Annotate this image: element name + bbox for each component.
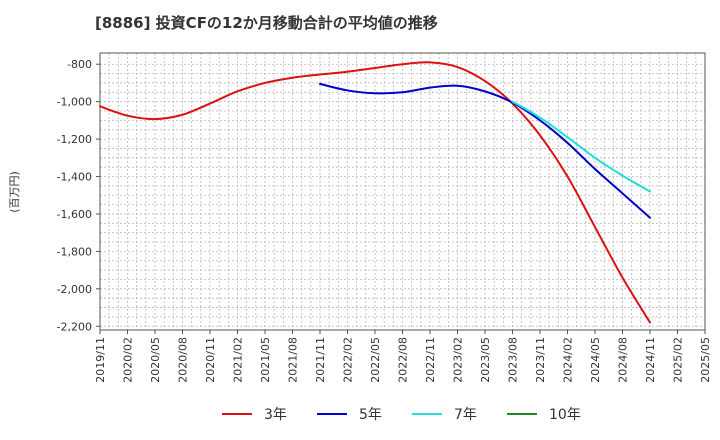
x-tick-label: 2022/08	[397, 337, 410, 383]
x-tick-label: 2020/02	[122, 337, 135, 383]
y-tick-label: -2,000	[57, 283, 92, 296]
x-tick-label: 2021/08	[287, 337, 300, 383]
x-tick-label: 2020/08	[177, 337, 190, 383]
y-tick-label: -1,400	[57, 171, 92, 184]
y-axis: -800 -1,000 -1,200 -1,400 -1,600 -1,800 -2,000…	[57, 58, 100, 333]
x-tick-label: 2020/11	[204, 337, 217, 383]
x-tick-label: 2022/11	[424, 337, 437, 383]
x-tick-label: 2021/11	[314, 337, 327, 383]
x-tick-label: 2021/02	[232, 337, 245, 383]
x-tick-label: 2019/11	[94, 337, 107, 383]
x-tick-label: 2022/05	[369, 337, 382, 383]
x-tick-label: 2023/05	[479, 337, 492, 383]
y-tick-label: -800	[67, 58, 92, 71]
series-line-2	[511, 100, 651, 193]
x-tick-label: 2023/08	[507, 337, 520, 383]
x-tick-label: 2020/05	[149, 337, 162, 383]
legend: 3年 5年 7年 10年	[222, 407, 581, 423]
series-line-0	[99, 61, 651, 324]
y-tick-label: -1,800	[57, 245, 92, 258]
grid	[99, 53, 705, 330]
series-line-1	[319, 82, 651, 219]
x-tick-label: 2023/02	[452, 337, 465, 383]
x-axis: 2019/11 2020/02 2020/05 2020/08 2020/11 2021/…	[94, 330, 712, 383]
legend-label-0: 3年	[264, 407, 287, 423]
chart-title: [8886] 投資CFの12か月移動合計の平均値の推移	[95, 14, 438, 32]
series-group	[99, 61, 651, 324]
x-tick-label: 2024/11	[644, 337, 657, 383]
y-tick-label: -1,200	[57, 133, 92, 146]
x-tick-label: 2023/11	[534, 337, 547, 383]
legend-label-1: 5年	[359, 407, 382, 423]
y-tick-label: -2,200	[57, 320, 92, 333]
x-tick-label: 2024/02	[562, 337, 575, 383]
x-tick-label: 2025/05	[699, 337, 712, 383]
legend-label-3: 10年	[549, 407, 581, 423]
y-tick-label: -1,000	[57, 96, 92, 109]
x-tick-label: 2021/05	[259, 337, 272, 383]
x-tick-label: 2025/02	[672, 337, 685, 383]
x-tick-label: 2024/05	[589, 337, 602, 383]
x-tick-label: 2024/08	[617, 337, 630, 383]
y-axis-label: (百万円)	[8, 171, 21, 213]
x-tick-label: 2022/02	[342, 337, 355, 383]
legend-label-2: 7年	[454, 407, 477, 423]
y-tick-label: -1,600	[57, 208, 92, 221]
